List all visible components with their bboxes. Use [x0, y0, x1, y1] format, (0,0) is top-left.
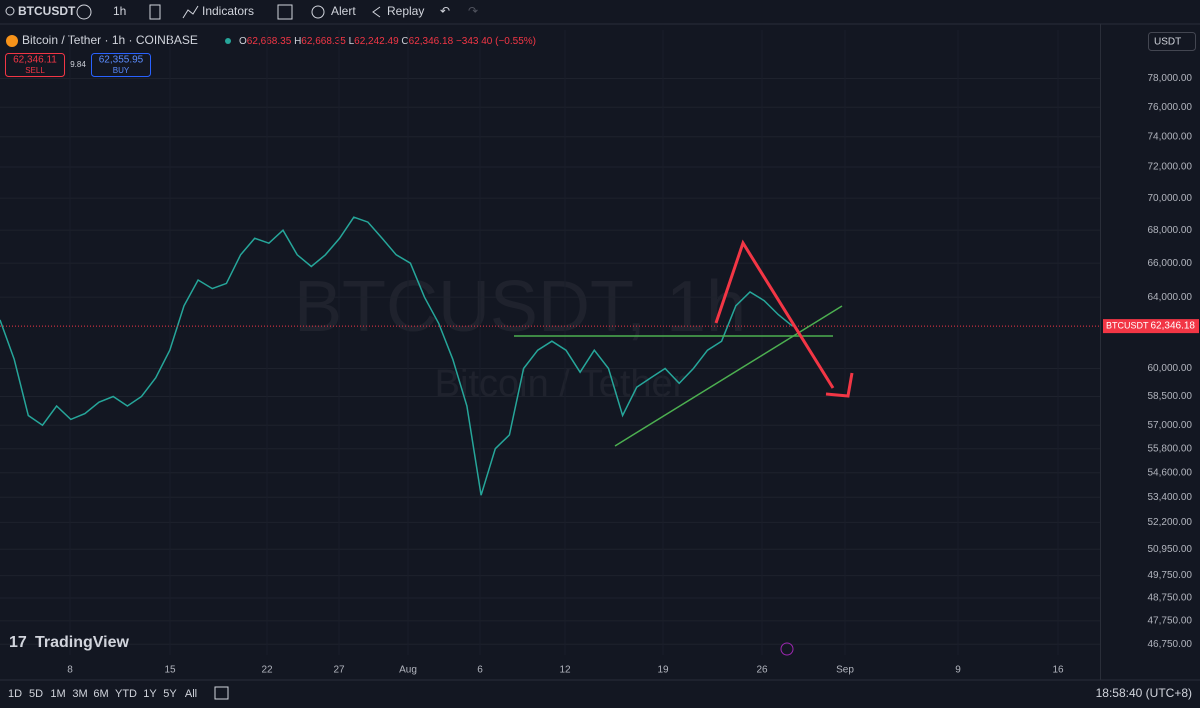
redo-button[interactable]: ↷	[468, 4, 478, 18]
high: 62,668.35	[301, 36, 346, 47]
arrow-drawing	[714, 239, 835, 389]
sell-price: 62,346.11	[13, 55, 57, 66]
x-tick-label: 15	[164, 665, 176, 676]
y-tick-label: 48,750.00	[1148, 593, 1193, 604]
x-tick-label: 16	[1052, 665, 1064, 676]
event-icon[interactable]	[780, 642, 794, 656]
buy-price: 62,355.95	[99, 55, 144, 66]
trend-line	[614, 305, 843, 447]
range-button[interactable]: 5Y	[163, 688, 177, 700]
y-tick-label: 53,400.00	[1148, 492, 1193, 503]
indicators-icon[interactable]	[182, 5, 199, 19]
range-button[interactable]: 3M	[72, 688, 87, 700]
y-tick-label: 64,000.00	[1148, 292, 1193, 303]
x-tick-label: 8	[67, 665, 73, 676]
l-label: L	[349, 36, 355, 47]
legend-name: Bitcoin / Tether · 1h · COINBASE	[22, 33, 198, 47]
y-tick-label: 58,500.00	[1148, 391, 1193, 402]
y-tick-label: 66,000.00	[1148, 258, 1193, 269]
x-tick-label: Aug	[399, 665, 417, 676]
interval-button[interactable]: 1h	[113, 4, 126, 18]
market-status	[225, 38, 231, 44]
x-tick-label: 22	[261, 665, 273, 676]
last-price-tag	[1103, 319, 1199, 334]
y-tick-label: 60,000.00	[1148, 363, 1193, 374]
last-price-label: 62,346.18	[1151, 321, 1196, 332]
c-label: C	[401, 36, 408, 47]
range-button[interactable]: 1Y	[143, 688, 157, 700]
watermark-name: Bitcoin / Tether	[435, 363, 686, 405]
range-button[interactable]: 1D	[8, 688, 22, 700]
currency[interactable]: USDT	[1154, 37, 1181, 48]
y-tick-label: 57,000.00	[1148, 420, 1193, 431]
x-tick-label: 19	[657, 665, 669, 676]
arrow-head	[825, 372, 854, 398]
range-button[interactable]: YTD	[115, 688, 137, 700]
range-button[interactable]: 5D	[29, 688, 43, 700]
brand: TradingView	[35, 634, 130, 651]
symbol-logo	[6, 35, 18, 47]
x-tick-label: 12	[559, 665, 571, 676]
alert-icon[interactable]	[311, 5, 325, 19]
x-tick-label: 26	[756, 665, 768, 676]
y-tick-label: 78,000.00	[1148, 73, 1193, 84]
o-label: O	[239, 36, 247, 47]
buy-button[interactable]	[91, 53, 151, 77]
range-bar: 1D 5D 1M 3M 6M YTD 1Y 5Y All	[8, 688, 197, 700]
x-tick-label: Sep	[836, 665, 854, 676]
h-label: H	[294, 36, 301, 47]
y-tick-label: 50,950.00	[1148, 544, 1193, 555]
indicators-button[interactable]: Indicators	[202, 4, 254, 18]
y-tick-label: 74,000.00	[1148, 131, 1193, 142]
plot: 78,000.00 76,000.00 74,000.00 72,000.00 70,0…	[0, 24, 1199, 680]
x-tick-label: 27	[333, 665, 345, 676]
y-tick-label: 72,000.00	[1148, 162, 1193, 173]
ohlc: O62,668.35 H62,668.35 L62,242.49 C62,346…	[239, 36, 536, 47]
y-tick-label: 46,750.00	[1148, 639, 1193, 650]
last-price-symbol: BTCUSDT	[1106, 320, 1149, 330]
y-tick-label: 49,750.00	[1148, 570, 1193, 581]
goto-date-icon[interactable]	[214, 686, 229, 700]
y-tick-label: 47,750.00	[1148, 616, 1193, 627]
replay-button[interactable]: Replay	[387, 4, 424, 18]
buy-label: BUY	[113, 66, 130, 75]
close: 62,346.18	[409, 36, 454, 47]
range-button[interactable]: 6M	[93, 688, 108, 700]
replay-icon[interactable]	[372, 6, 381, 18]
price-line	[0, 216, 793, 496]
sell-label: SELL	[25, 66, 45, 75]
clock: 18:58:40 (UTC+8)	[1096, 686, 1192, 700]
layout-icon[interactable]	[277, 4, 293, 20]
x-tick-label: 9	[955, 665, 961, 676]
y-tick-label: 52,200.00	[1148, 517, 1193, 528]
watermark-symbol: BTCUSDT, 1h	[294, 267, 746, 347]
spread: 9.84	[70, 60, 86, 69]
change: −343.40 (−0.55%)	[456, 36, 536, 47]
open: 62,668.35	[247, 36, 292, 47]
low: 62,242.49	[354, 36, 399, 47]
range-button[interactable]: 1M	[50, 688, 65, 700]
y-tick-label: 70,000.00	[1148, 193, 1193, 204]
undo-button[interactable]: ↶	[440, 4, 450, 18]
brand-logo: 17	[9, 634, 27, 651]
search-icon[interactable]	[5, 6, 15, 16]
compare-icon[interactable]	[76, 4, 92, 20]
y-tick-label: 68,000.00	[1148, 225, 1193, 236]
sell-button[interactable]	[5, 53, 65, 77]
range-button[interactable]: All	[185, 688, 197, 700]
y-tick-label: 54,600.00	[1148, 467, 1193, 478]
y-tick-label: 55,800.00	[1148, 443, 1193, 454]
currency-select[interactable]	[1148, 32, 1196, 51]
alert-button[interactable]: Alert	[331, 4, 356, 18]
y-tick-label: 76,000.00	[1148, 102, 1193, 113]
x-tick-label: 6	[477, 665, 483, 676]
symbol-button[interactable]: BTCUSDT	[18, 4, 76, 18]
chart-type-icon[interactable]	[149, 4, 161, 20]
